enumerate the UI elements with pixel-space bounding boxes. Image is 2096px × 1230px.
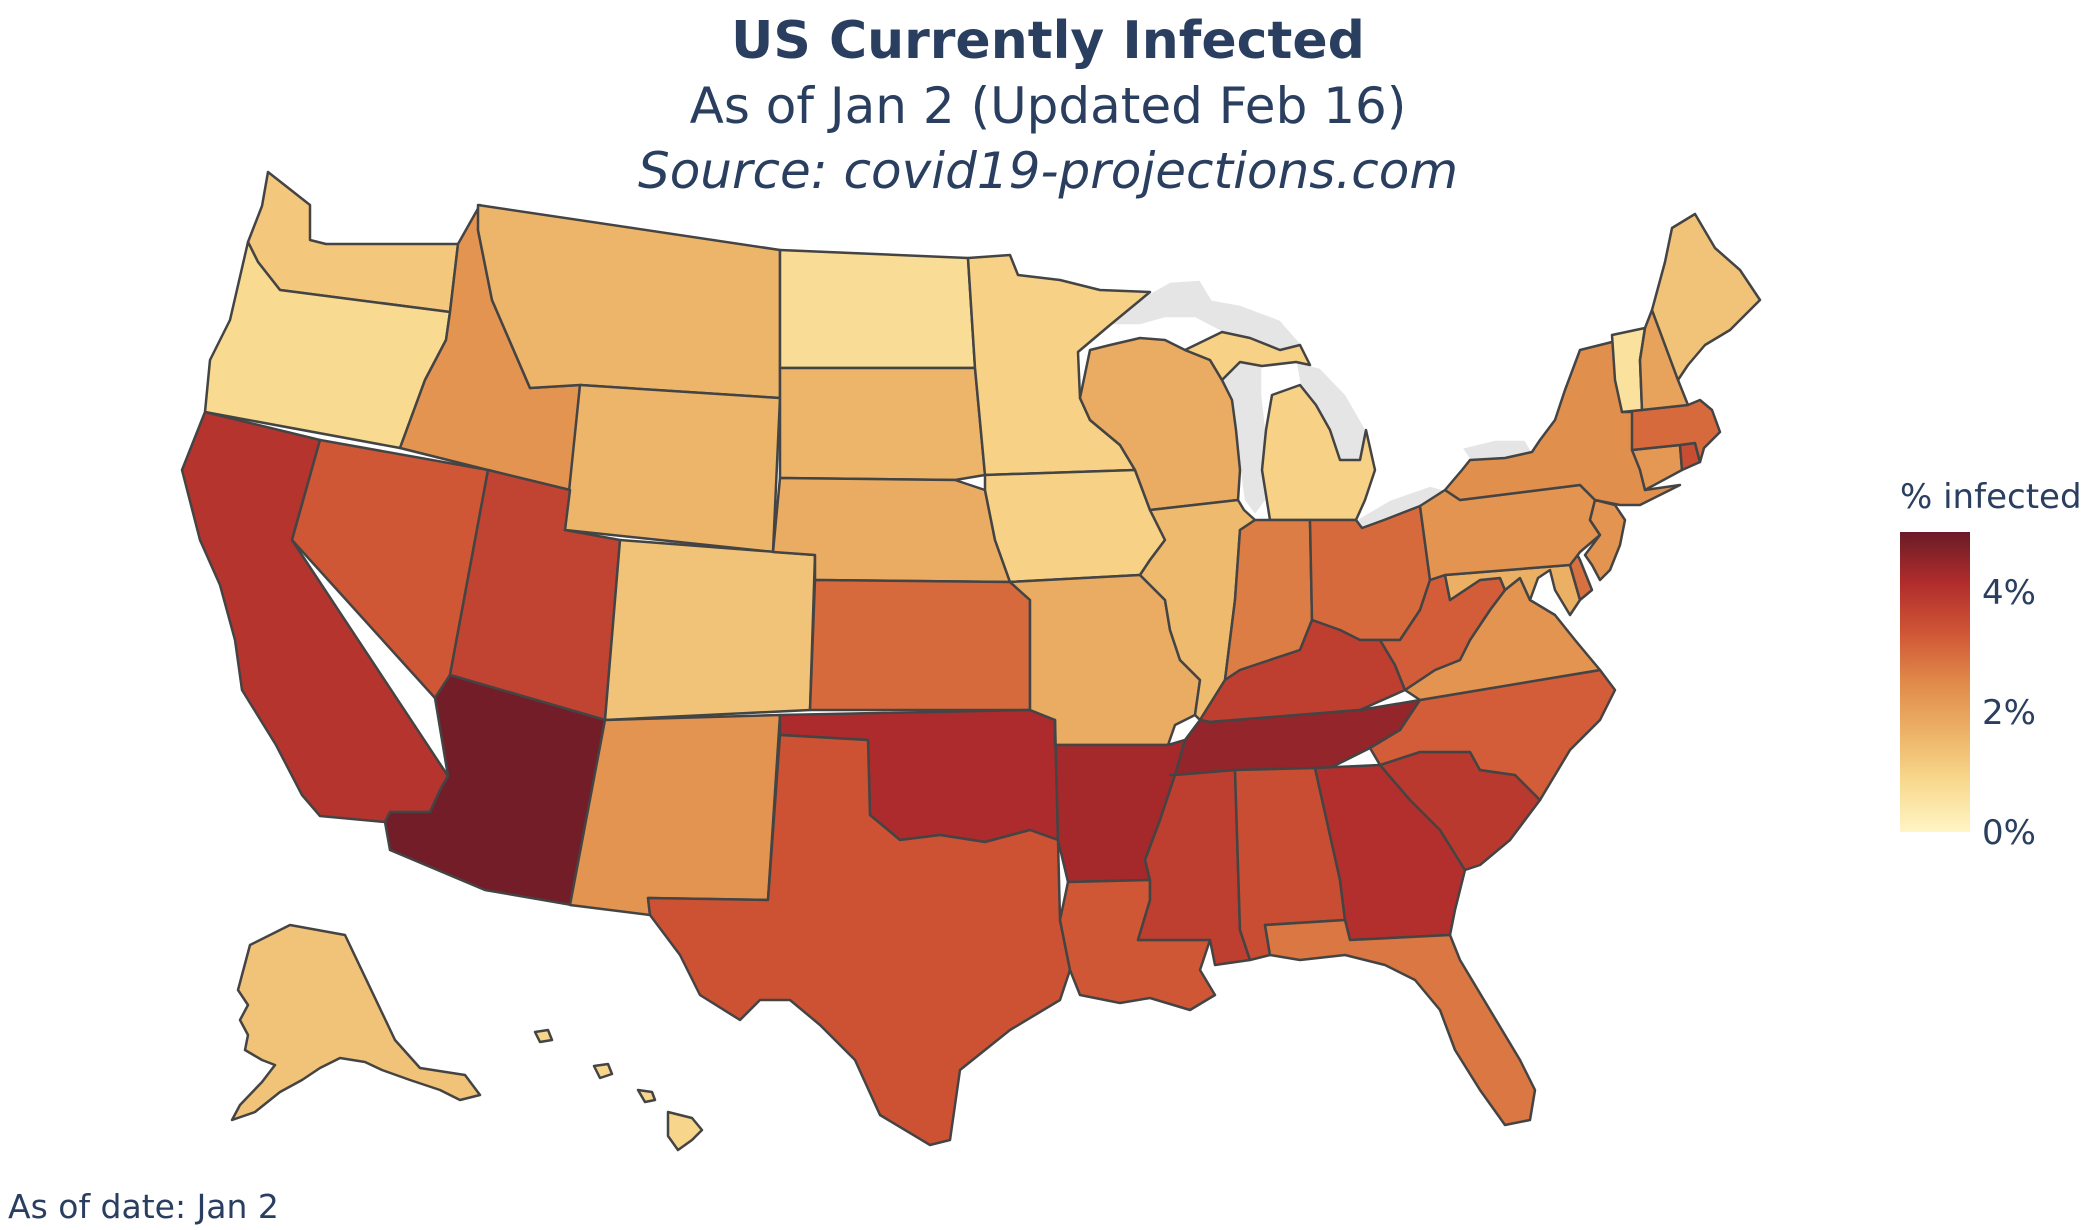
legend-tick-label: 2% (1982, 693, 2036, 733)
legend-tick-label: 0% (1982, 813, 2036, 853)
legend: % infected 4% 2% 0% (1900, 477, 2082, 853)
state-me[interactable] (1650, 212, 1762, 382)
state-hi-maui[interactable] (636, 1088, 657, 1104)
date-label: As of date: Jan 2 (8, 1187, 279, 1226)
state-wy[interactable] (563, 383, 782, 554)
state-ks[interactable] (808, 578, 1032, 712)
state-ma[interactable] (1620, 398, 1722, 464)
state-wi[interactable] (1078, 336, 1242, 512)
state-mi-up[interactable] (1183, 330, 1312, 382)
state-hi[interactable] (666, 1110, 704, 1152)
legend-colorbar (1900, 532, 1970, 832)
state-nj[interactable] (1583, 498, 1627, 582)
legend-ticks: 4% 2% 0% (1982, 573, 2036, 853)
state-nm[interactable] (568, 713, 782, 917)
chart-subtitle: As of Jan 2 (Updated Feb 16) (690, 77, 1407, 135)
state-fl[interactable] (1263, 918, 1537, 1127)
state-mi[interactable] (1260, 383, 1377, 522)
state-ia[interactable] (983, 468, 1167, 584)
chart-source: Source: covid19-projections.com (638, 142, 1458, 200)
state-ca[interactable] (180, 410, 450, 824)
state-hi-oahu[interactable] (592, 1062, 614, 1080)
state-hi-kauai[interactable] (533, 1028, 554, 1044)
state-md[interactable] (1443, 563, 1582, 617)
state-nd[interactable] (778, 248, 977, 370)
state-tx[interactable] (646, 733, 1072, 1147)
state-ak[interactable] (230, 923, 482, 1122)
chart-title: US Currently Infected (731, 11, 1365, 71)
legend-tick-label: 4% (1982, 573, 2036, 613)
state-mt[interactable] (476, 203, 782, 400)
lake-superior (1108, 279, 1304, 351)
legend-title: % infected (1900, 477, 2082, 517)
states (180, 170, 1762, 1152)
state-co[interactable] (603, 538, 817, 722)
state-sd[interactable] (778, 366, 987, 482)
